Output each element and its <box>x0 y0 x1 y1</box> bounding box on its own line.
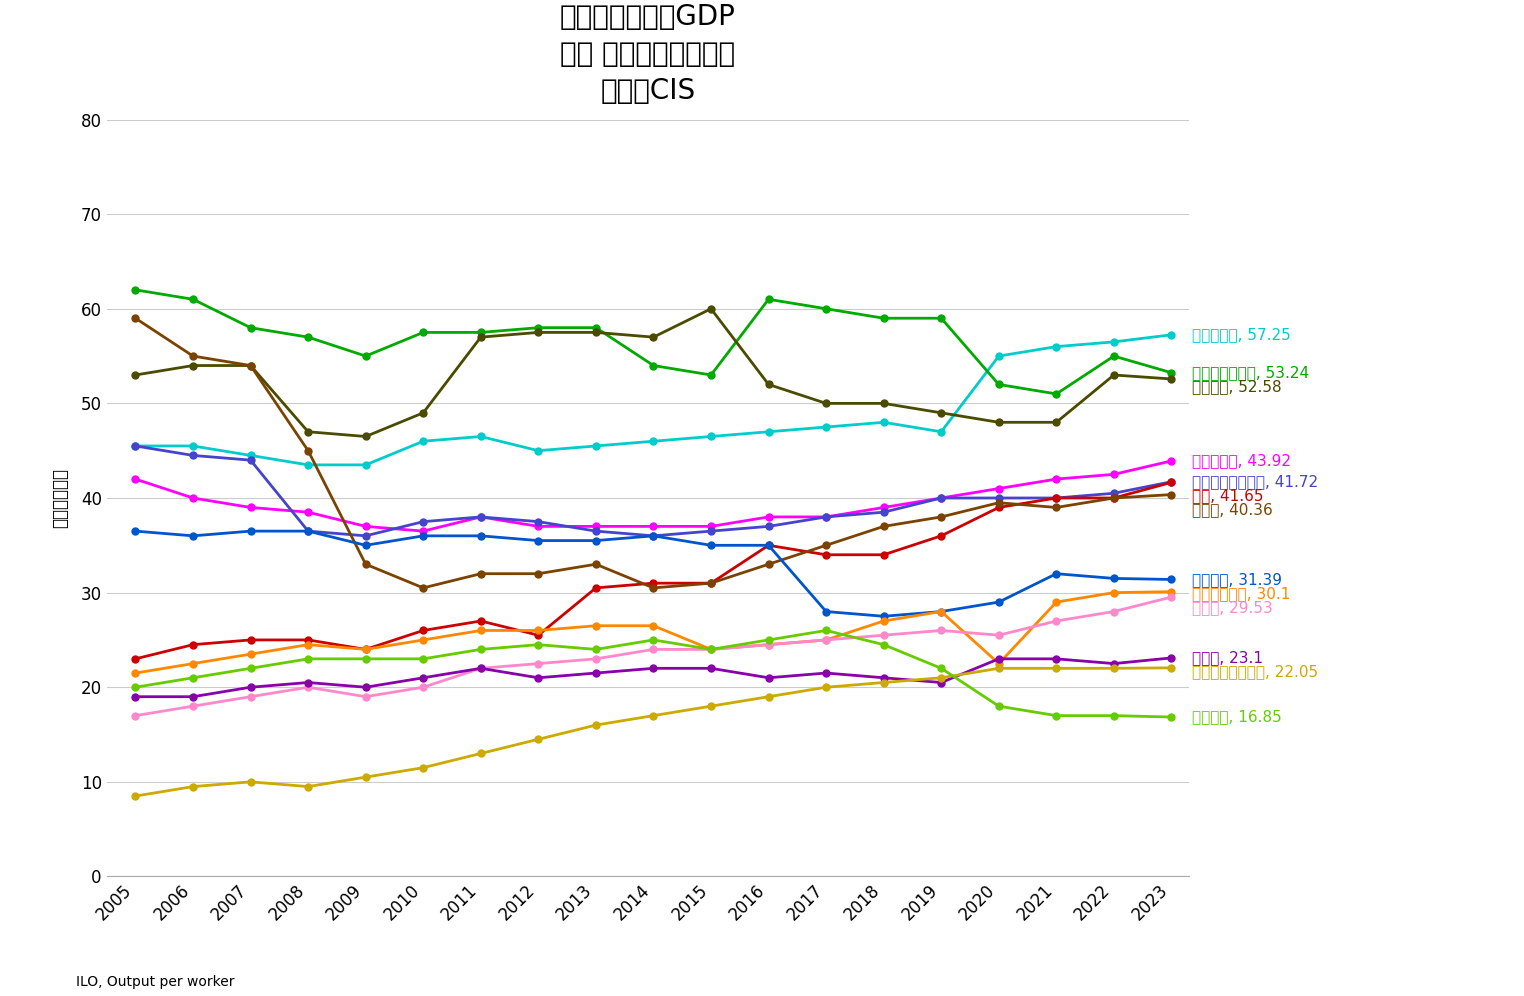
Text: カタール, 52.58: カタール, 52.58 <box>1192 379 1282 394</box>
Text: バーレーン, 43.92: バーレーン, 43.92 <box>1192 453 1291 468</box>
Text: サウジアラビア, 53.24: サウジアラビア, 53.24 <box>1192 366 1309 380</box>
Text: ILO, Output per worker: ILO, Output per worker <box>76 975 235 989</box>
Text: トルコ, 40.36: トルコ, 40.36 <box>1192 503 1273 518</box>
Text: アラブ首長国連邦, 41.72: アラブ首長国連邦, 41.72 <box>1192 474 1318 489</box>
Text: イスラエル, 57.25: イスラエル, 57.25 <box>1192 328 1291 343</box>
Title: 労働時間あたりGDP
実質 購買力平価換算値
中東・CIS: 労働時間あたりGDP 実質 購買力平価換算値 中東・CIS <box>559 3 736 105</box>
Text: ロシア, 29.53: ロシア, 29.53 <box>1192 601 1273 616</box>
Text: イラン, 23.1: イラン, 23.1 <box>1192 650 1262 665</box>
Text: カザフスタン, 30.1: カザフスタン, 30.1 <box>1192 587 1289 602</box>
Text: 日本, 41.65: 日本, 41.65 <box>1192 488 1263 503</box>
Y-axis label: 金額［ドル］: 金額［ドル］ <box>52 468 70 528</box>
Text: オマーン, 31.39: オマーン, 31.39 <box>1192 572 1282 587</box>
Text: レバノン, 16.85: レバノン, 16.85 <box>1192 709 1282 724</box>
Text: トルクメニスタン, 22.05: トルクメニスタン, 22.05 <box>1192 664 1318 679</box>
